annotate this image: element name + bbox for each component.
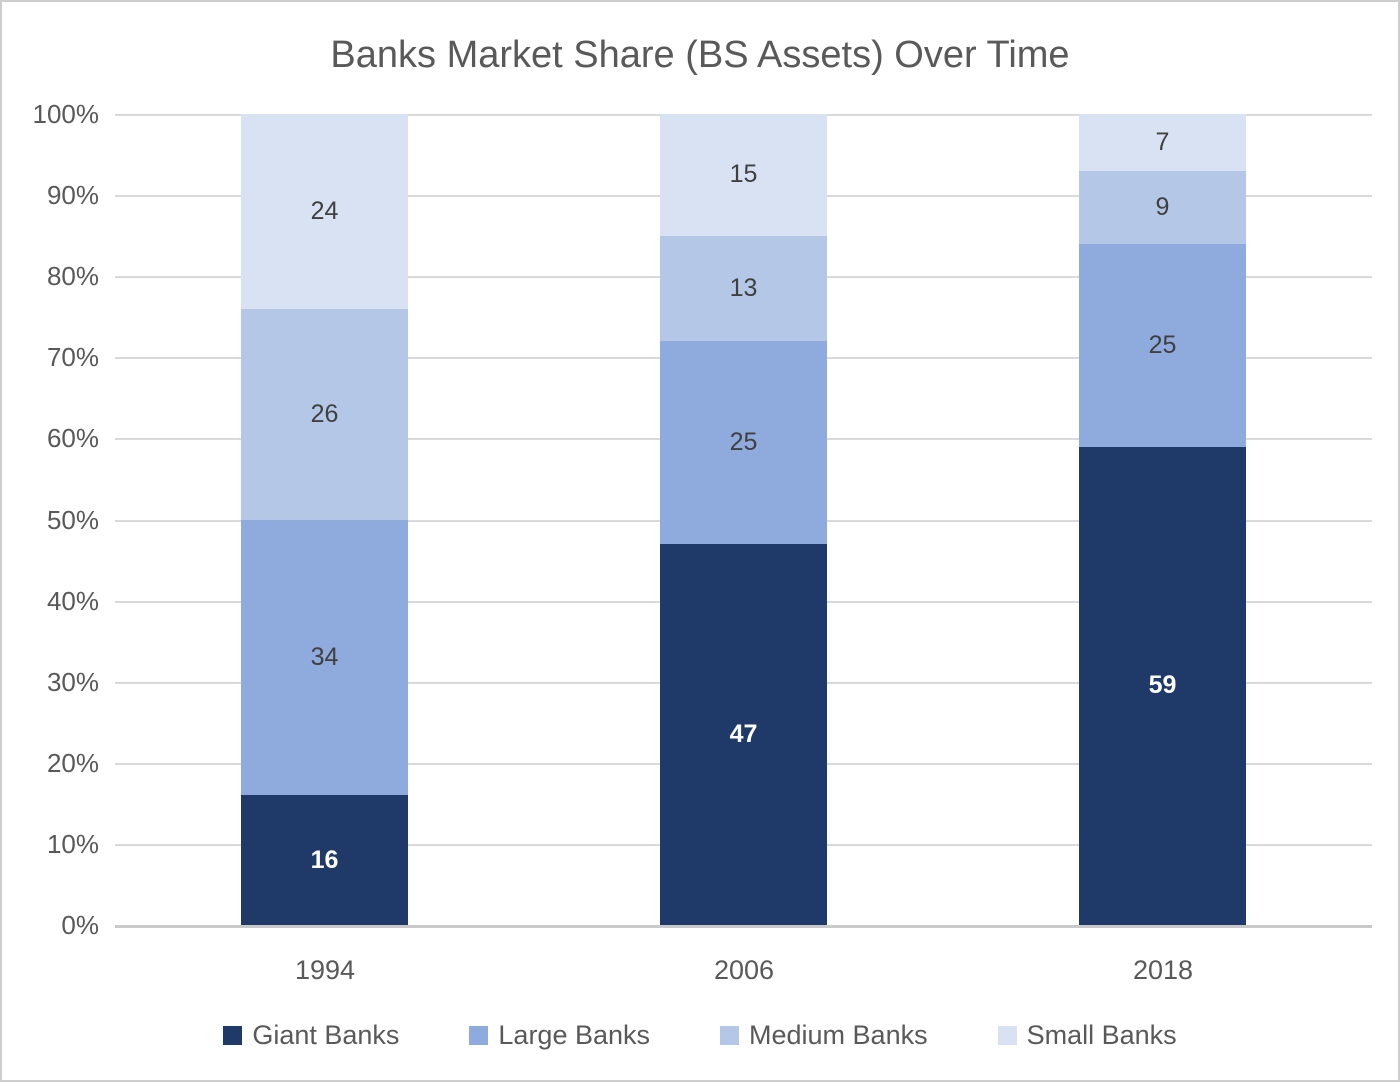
legend-label: Small Banks [1026,1020,1177,1050]
y-tick-label: 90% [46,180,99,210]
legend-item-giant-banks: Giant Banks [223,1020,399,1051]
legend-label: Large Banks [498,1020,651,1050]
x-category-label-2006: 2006 [713,955,775,985]
bar-segment-2006-small-banks: 15 [660,114,827,236]
x-category-label-2018: 2018 [1132,955,1194,985]
bar-value-label: 25 [1148,330,1177,359]
bar-value-label: 24 [310,196,339,225]
bar-segment-2018-small-banks: 7 [1079,114,1246,171]
chart-title: Banks Market Share (BS Assets) Over Time [330,34,1070,76]
legend: Giant Banks Large Banks Medium Banks Small … [2,1020,1398,1051]
bar-value-label: 16 [310,845,339,874]
legend-label: Medium Banks [749,1020,928,1050]
y-tick-label: 70% [46,342,99,372]
bar-2018: 7 9 25 59 [1079,114,1246,925]
legend-label: Giant Banks [252,1020,400,1050]
bar-value-label: 7 [1155,127,1170,156]
legend-swatch-icon [469,1026,489,1045]
bar-segment-1994-small-banks: 24 [241,114,408,309]
bar-value-label: 26 [310,399,339,428]
bar-value-label: 59 [1148,671,1177,700]
bar-value-label: 34 [310,642,339,671]
bar-segment-2018-large-banks: 25 [1079,243,1246,447]
legend-swatch-icon [720,1026,740,1045]
y-tick-label: 40% [46,586,99,616]
bar-value-label: 15 [729,160,758,189]
legend-item-medium-banks: Medium Banks [720,1020,928,1051]
x-category-label-1994: 1994 [294,955,356,985]
x-axis-line [115,925,1372,928]
bar-1994: 24 26 34 16 [241,114,408,925]
bar-value-label: 25 [729,427,758,456]
bar-segment-2018-giant-banks: 59 [1079,446,1246,925]
legend-swatch-icon [997,1026,1017,1045]
y-tick-label: 80% [46,261,99,291]
bar-segment-2006-medium-banks: 13 [660,235,827,342]
y-tick-label: 0% [61,910,99,940]
legend-swatch-icon [223,1026,243,1045]
bar-segment-1994-large-banks: 34 [241,519,408,796]
legend-item-large-banks: Large Banks [469,1020,650,1051]
bar-value-label: 47 [729,719,758,748]
bar-segment-1994-medium-banks: 26 [241,308,408,520]
y-tick-label: 60% [46,423,99,453]
bar-segment-2006-large-banks: 25 [660,341,827,544]
bar-value-label: 13 [729,273,758,302]
bar-2006: 15 13 25 47 [660,114,827,925]
y-tick-label: 10% [46,829,99,859]
legend-item-small-banks: Small Banks [997,1020,1177,1051]
y-tick-label: 100% [32,99,100,129]
y-tick-label: 30% [46,667,99,697]
y-tick-label: 50% [46,505,99,535]
y-tick-label: 20% [46,748,99,778]
bar-segment-2006-giant-banks: 47 [660,543,827,925]
bar-segment-2018-medium-banks: 9 [1079,170,1246,244]
bar-value-label: 9 [1155,192,1170,221]
bar-segment-1994-giant-banks: 16 [241,795,408,925]
